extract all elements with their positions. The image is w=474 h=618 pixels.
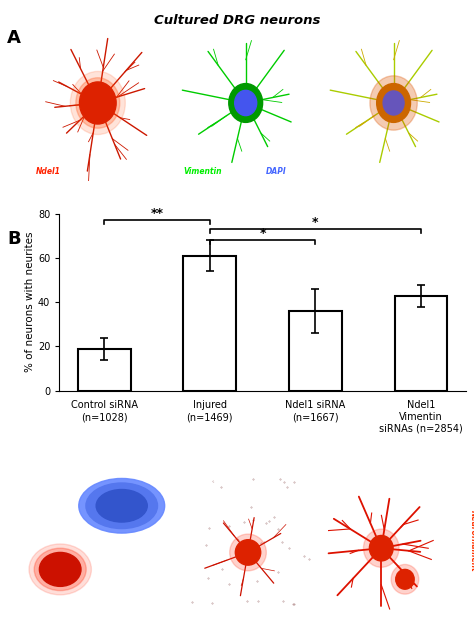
Bar — [183, 256, 236, 391]
Text: *: * — [259, 227, 266, 240]
Bar — [78, 349, 130, 391]
Text: Neurofilament: Neurofilament — [469, 510, 474, 572]
Circle shape — [377, 83, 410, 122]
Circle shape — [229, 83, 263, 122]
Circle shape — [29, 544, 91, 595]
Text: Merge: Merge — [434, 167, 461, 176]
Circle shape — [70, 72, 125, 135]
Circle shape — [364, 529, 399, 567]
Text: **: ** — [150, 206, 164, 219]
Text: With neurite: With neurite — [330, 475, 389, 484]
Y-axis label: % of neurons with neurites: % of neurons with neurites — [25, 232, 35, 373]
Text: Cultured DRG neurons: Cultured DRG neurons — [154, 14, 320, 27]
Circle shape — [76, 78, 120, 128]
Circle shape — [396, 569, 414, 589]
Circle shape — [39, 552, 81, 586]
Text: DAPI: DAPI — [265, 167, 286, 176]
Text: A: A — [7, 29, 21, 47]
Text: *: * — [312, 216, 319, 229]
Circle shape — [383, 91, 404, 115]
Circle shape — [235, 540, 261, 565]
Circle shape — [370, 76, 417, 130]
Text: No neurite: No neurite — [10, 475, 60, 484]
Bar — [395, 295, 447, 391]
Bar — [289, 311, 342, 391]
Text: Vimentin: Vimentin — [184, 167, 222, 176]
Text: With neurite: With neurite — [184, 475, 244, 484]
Circle shape — [80, 82, 116, 124]
Circle shape — [34, 548, 86, 591]
Text: B: B — [7, 230, 21, 248]
Circle shape — [369, 535, 393, 561]
Circle shape — [230, 534, 266, 571]
Circle shape — [391, 564, 419, 594]
Text: Ndel1: Ndel1 — [36, 167, 61, 176]
Circle shape — [235, 90, 257, 116]
